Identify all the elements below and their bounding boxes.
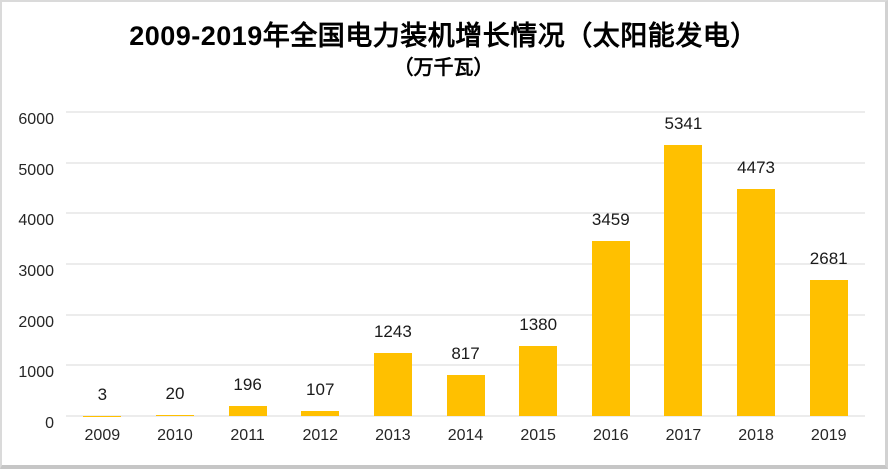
bar-value-label: 3459: [591, 209, 630, 229]
bar-value-label: 1380: [519, 315, 558, 335]
bar-column-2016: 3459: [574, 112, 647, 416]
x-axis-label: 2016: [593, 427, 629, 444]
chart-title: 2009-2019年全国电力装机增长情况（太阳能发电）: [129, 21, 758, 51]
x-axis-label: 2009: [84, 427, 121, 444]
bar-column-2017: 5341: [647, 112, 720, 416]
gridline-6000: [66, 111, 865, 113]
bar-value-label: 5341: [664, 114, 703, 134]
gridline-3000: [66, 263, 865, 265]
chart-subtitle: （万千瓦）: [393, 57, 494, 79]
x-axis-label: 2010: [157, 427, 193, 444]
y-axis-tick-label: 2000: [18, 313, 54, 331]
bar-value-label: 196: [233, 375, 262, 395]
x-axis-label: 2012: [302, 427, 339, 444]
gridline-4000: [66, 212, 865, 214]
gridline-5000: [66, 162, 865, 164]
y-axis-tick-label: 5000: [18, 161, 54, 179]
bar-2011: [228, 406, 267, 416]
bar-value-label: 817: [451, 343, 480, 363]
bar-2019: [809, 280, 848, 416]
gridline-1000: [66, 364, 865, 366]
gridline-0: [66, 415, 865, 417]
gridline-2000: [66, 314, 865, 316]
bar-value-label: 3: [97, 384, 108, 404]
bars-row: 3 20 196 107 1243 817 1380 3459 5341 4473 2681: [66, 112, 865, 416]
bar-column-2011: 196: [211, 112, 284, 416]
bar-column-2012: 107: [284, 112, 357, 416]
y-axis-tick-label: 0: [45, 415, 54, 432]
bar-2018: [737, 189, 776, 416]
bar-2013: [373, 353, 412, 416]
plot-area: 0 1000 2000 3000 4000 5000 6000 3 20 196 107 1243 81…: [18, 111, 865, 432]
bar-column-2018: 4473: [720, 112, 793, 416]
bar-value-label: 1243: [373, 322, 412, 342]
x-axis-label: 2015: [520, 427, 556, 444]
x-axis-label: 2019: [810, 427, 847, 444]
bar-value-label: 20: [165, 384, 185, 403]
bar-column-2009: 3: [66, 112, 139, 416]
bar-2010: [155, 415, 194, 416]
x-axis-label: 2011: [230, 427, 265, 444]
bar-2017: [664, 145, 703, 416]
x-axis-labels: 2009 2010 2011 2012 2013 2014 2015 2016 2017 2018…: [66, 416, 865, 445]
bar-value-label: 4473: [737, 158, 775, 178]
bar-2014: [446, 374, 485, 416]
bar-2015: [519, 346, 558, 416]
bar-value-label: 2681: [809, 249, 848, 269]
x-axis-label: 2018: [738, 427, 774, 444]
bar-column-2010: 20: [139, 112, 212, 416]
bar-2016: [591, 240, 630, 416]
bar-column-2013: 1243: [357, 112, 430, 416]
bar-column-2019: 2681: [792, 112, 865, 416]
y-axis-tick-label: 6000: [18, 111, 54, 128]
y-axis-tick-label: 4000: [18, 212, 54, 230]
x-axis-label: 2013: [375, 427, 411, 444]
x-axis-label: 2017: [665, 427, 702, 444]
bar-value-label: 107: [306, 379, 335, 399]
bar-column-2014: 817: [429, 112, 502, 416]
x-axis-label: 2014: [447, 427, 484, 444]
y-axis-tick-label: 3000: [18, 263, 54, 280]
y-axis-tick-label: 1000: [18, 364, 54, 382]
bar-column-2015: 1380: [502, 112, 575, 416]
bar-2012: [301, 410, 340, 416]
